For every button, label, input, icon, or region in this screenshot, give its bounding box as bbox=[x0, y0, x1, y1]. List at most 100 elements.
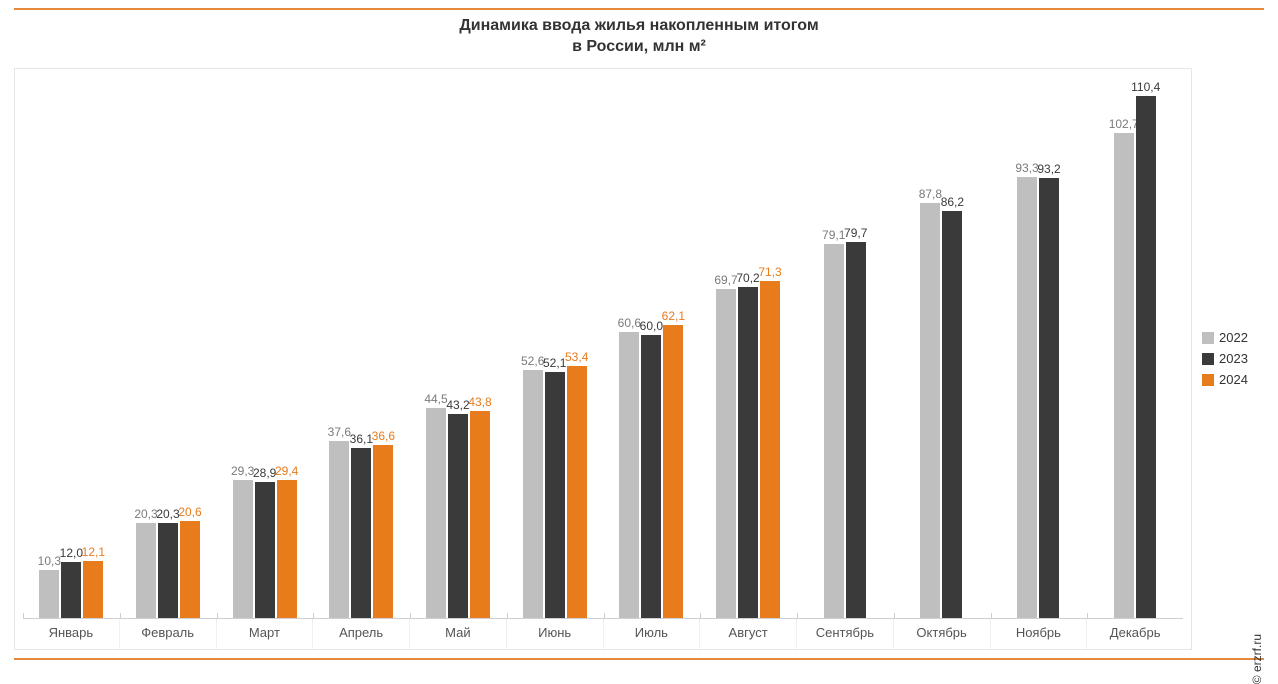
legend-swatch-2022 bbox=[1202, 332, 1214, 344]
bar-2022: 69,7 bbox=[716, 289, 736, 619]
bar-label-2022: 69,7 bbox=[714, 273, 737, 287]
x-tick: Ноябрь bbox=[991, 619, 1088, 649]
x-tick: Июль bbox=[604, 619, 701, 649]
bar-2024: 36,6 bbox=[373, 445, 393, 618]
bar-label-2022: 20,3 bbox=[134, 507, 157, 521]
legend-swatch-2024 bbox=[1202, 374, 1214, 386]
bar-2023: 60,0 bbox=[641, 335, 661, 619]
x-tick: Октябрь bbox=[894, 619, 991, 649]
bar-label-2023: 110,4 bbox=[1131, 80, 1160, 94]
month-group: 102,7110,4 bbox=[1086, 96, 1183, 618]
bar-label-2024: 43,8 bbox=[468, 395, 491, 409]
legend-label-2022: 2022 bbox=[1219, 330, 1248, 345]
bar-label-2024: 20,6 bbox=[178, 505, 201, 519]
bar-label-2022: 29,3 bbox=[231, 464, 254, 478]
bar-label-2023: 20,3 bbox=[156, 507, 179, 521]
bar-label-2022: 102,7 bbox=[1109, 117, 1139, 131]
legend-item-2024: 2024 bbox=[1202, 372, 1264, 387]
bar-2023: 36,1 bbox=[351, 448, 371, 619]
bar-label-2023: 52,1 bbox=[543, 356, 566, 370]
bar-label-2023: 36,1 bbox=[350, 432, 373, 446]
bar-2024: 12,1 bbox=[83, 561, 103, 618]
chart-title: Динамика ввода жилья накопленным итогом … bbox=[14, 10, 1264, 64]
bar-2023: 79,7 bbox=[846, 242, 866, 619]
bar-label-2022: 10,3 bbox=[38, 554, 61, 568]
plot-area: 10,312,012,120,320,320,629,328,929,437,6… bbox=[23, 77, 1183, 619]
bar-2022: 79,1 bbox=[824, 244, 844, 618]
x-tick: Февраль bbox=[120, 619, 217, 649]
bar-label-2022: 52,6 bbox=[521, 354, 544, 368]
bar-label-2023: 93,2 bbox=[1037, 162, 1060, 176]
month-group: 87,886,2 bbox=[893, 203, 990, 618]
legend-swatch-2023 bbox=[1202, 353, 1214, 365]
month-group: 52,652,153,4 bbox=[506, 366, 603, 619]
bar-label-2022: 44,5 bbox=[424, 392, 447, 406]
bar-2022: 10,3 bbox=[39, 570, 59, 619]
legend-label-2023: 2023 bbox=[1219, 351, 1248, 366]
x-tick: Январь bbox=[23, 619, 120, 649]
chart-container: Динамика ввода жилья накопленным итогом … bbox=[0, 0, 1278, 682]
x-tick: Июнь bbox=[507, 619, 604, 649]
x-tick: Апрель bbox=[313, 619, 410, 649]
bar-label-2024: 12,1 bbox=[82, 545, 105, 559]
bar-2023: 52,1 bbox=[545, 372, 565, 618]
bar-2022: 29,3 bbox=[233, 480, 253, 619]
bar-2024: 62,1 bbox=[663, 325, 683, 619]
bar-2023: 110,4 bbox=[1136, 96, 1156, 618]
month-group: 29,328,929,4 bbox=[216, 480, 313, 619]
month-group: 37,636,136,6 bbox=[313, 441, 410, 619]
month-group: 60,660,062,1 bbox=[603, 325, 700, 619]
bar-2022: 60,6 bbox=[619, 332, 639, 619]
bar-label-2024: 29,4 bbox=[275, 464, 298, 478]
bar-2023: 86,2 bbox=[942, 211, 962, 619]
bar-label-2024: 36,6 bbox=[372, 429, 395, 443]
bar-2023: 12,0 bbox=[61, 562, 81, 619]
legend-item-2023: 2023 bbox=[1202, 351, 1264, 366]
chart-row: 10,312,012,120,320,320,629,328,929,437,6… bbox=[14, 68, 1264, 650]
bar-2023: 43,2 bbox=[448, 414, 468, 618]
month-group: 69,770,271,3 bbox=[700, 281, 797, 618]
bar-label-2024: 71,3 bbox=[758, 265, 781, 279]
x-tick: Декабрь bbox=[1087, 619, 1183, 649]
credit-label: © erzrf.ru bbox=[1250, 634, 1264, 684]
bar-2024: 20,6 bbox=[180, 521, 200, 618]
bar-2024: 43,8 bbox=[470, 411, 490, 618]
bar-label-2023: 86,2 bbox=[941, 195, 964, 209]
bar-label-2023: 12,0 bbox=[60, 546, 83, 560]
bar-2023: 28,9 bbox=[255, 482, 275, 619]
bar-label-2022: 87,8 bbox=[919, 187, 942, 201]
month-group: 20,320,320,6 bbox=[120, 521, 217, 618]
bar-label-2023: 28,9 bbox=[253, 466, 276, 480]
x-axis: ЯнварьФевральМартАпрельМайИюньИюльАвгуст… bbox=[23, 618, 1183, 649]
month-group: 93,393,2 bbox=[990, 177, 1087, 618]
legend: 2022 2023 2024 bbox=[1192, 68, 1264, 650]
month-group: 10,312,012,1 bbox=[23, 561, 120, 618]
bar-label-2023: 79,7 bbox=[844, 226, 867, 240]
bar-label-2023: 60,0 bbox=[640, 319, 663, 333]
x-tick: Август bbox=[700, 619, 797, 649]
bar-2022: 93,3 bbox=[1017, 177, 1037, 618]
x-tick: Май bbox=[410, 619, 507, 649]
bar-2022: 37,6 bbox=[329, 441, 349, 619]
chart-title-line2: в России, млн м² bbox=[14, 37, 1264, 58]
bar-2022: 87,8 bbox=[920, 203, 940, 618]
bar-label-2024: 53,4 bbox=[565, 350, 588, 364]
bar-2023: 20,3 bbox=[158, 523, 178, 619]
legend-label-2024: 2024 bbox=[1219, 372, 1248, 387]
bar-label-2022: 60,6 bbox=[618, 316, 641, 330]
bar-2024: 53,4 bbox=[567, 366, 587, 619]
bar-label-2024: 62,1 bbox=[662, 309, 685, 323]
bar-2023: 93,2 bbox=[1039, 178, 1059, 619]
bar-label-2022: 37,6 bbox=[328, 425, 351, 439]
month-group: 44,543,243,8 bbox=[410, 408, 507, 619]
chart-title-line1: Динамика ввода жилья накопленным итогом bbox=[14, 16, 1264, 37]
chart-frame: 10,312,012,120,320,320,629,328,929,437,6… bbox=[14, 68, 1192, 650]
bar-label-2022: 93,3 bbox=[1015, 161, 1038, 175]
x-tick: Сентябрь bbox=[797, 619, 894, 649]
bar-2022: 20,3 bbox=[136, 523, 156, 619]
bar-label-2023: 43,2 bbox=[446, 398, 469, 412]
bar-2022: 52,6 bbox=[523, 370, 543, 619]
x-tick: Март bbox=[217, 619, 314, 649]
bar-2022: 102,7 bbox=[1114, 133, 1134, 619]
bar-label-2023: 70,2 bbox=[736, 271, 759, 285]
